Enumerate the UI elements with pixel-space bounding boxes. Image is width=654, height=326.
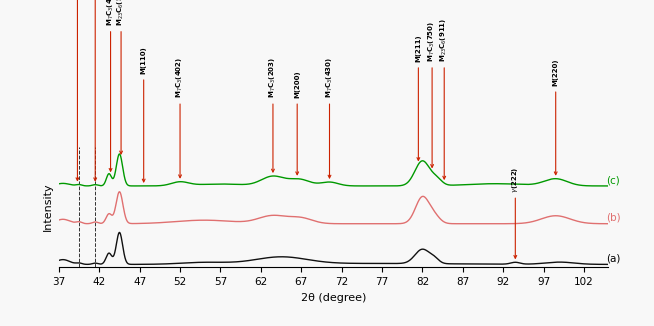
Text: M$_7$C$_3$(402): M$_7$C$_3$(402): [175, 57, 185, 178]
Text: (c): (c): [607, 175, 621, 185]
Text: M$_{23}$C$_6$(911): M$_{23}$C$_6$(911): [439, 18, 449, 179]
X-axis label: 2θ (degree): 2θ (degree): [301, 293, 366, 303]
Text: M(200): M(200): [294, 71, 300, 175]
Text: M(220): M(220): [553, 59, 559, 175]
Text: M$_7$C$_3$(420), Cr$_7$C$_3$(150): M$_7$C$_3$(420), Cr$_7$C$_3$(150): [73, 0, 82, 181]
Text: M$_7$C$_3$(430): M$_7$C$_3$(430): [324, 57, 335, 178]
Text: M$_{23}$C$_6$(511): M$_{23}$C$_6$(511): [116, 0, 126, 154]
Text: M(110): M(110): [141, 47, 146, 182]
Text: (a): (a): [607, 254, 621, 264]
Text: M$_7$C$_3$(421): M$_7$C$_3$(421): [105, 0, 116, 171]
Text: M$_7$C$_3$(750): M$_7$C$_3$(750): [427, 21, 438, 167]
Text: $\gamma$(222): $\gamma$(222): [510, 166, 521, 258]
Text: M$_7$C$_3$(202), Cr$_7$C$_3$(112): M$_7$C$_3$(202), Cr$_7$C$_3$(112): [90, 0, 100, 181]
Text: (b): (b): [607, 213, 621, 223]
Text: M(211): M(211): [415, 35, 421, 160]
Text: M$_7$C$_3$(203): M$_7$C$_3$(203): [268, 57, 278, 172]
Y-axis label: Intensity: Intensity: [43, 183, 54, 231]
